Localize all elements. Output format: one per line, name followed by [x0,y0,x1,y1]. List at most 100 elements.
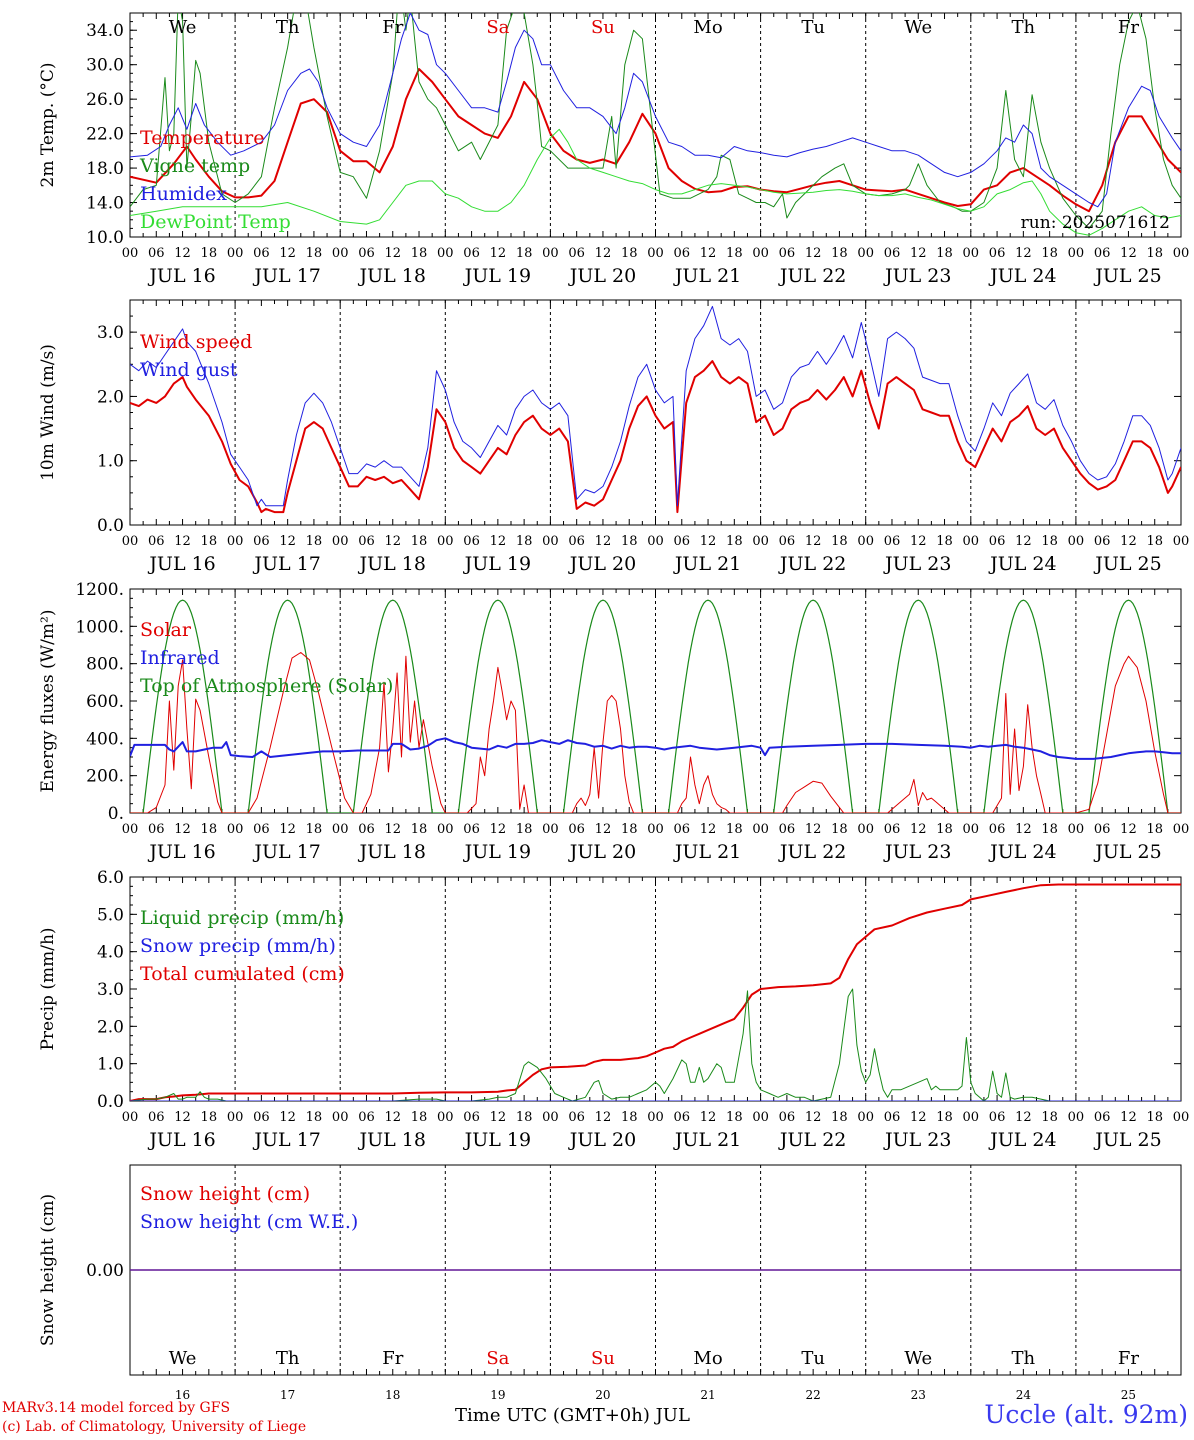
date-label: JUL 21 [673,265,741,287]
hour-tick-label: 00 [437,1110,454,1125]
weekday-label: Su [591,17,615,38]
hour-tick-label: 12 [490,534,507,549]
hour-tick-label: 12 [1015,822,1032,837]
day-number: 24 [1016,1388,1032,1402]
hour-tick-label: 00 [1173,246,1190,261]
hour-tick-label: 12 [910,822,927,837]
date-label: JUL 25 [1093,265,1161,287]
day-number: 18 [385,1388,400,1402]
date-label: JUL 18 [358,265,426,287]
y-tick-label: 600. [86,692,124,712]
hour-tick-label: 00 [752,246,769,261]
date-label: JUL 23 [883,841,951,863]
hour-tick-label: 06 [779,534,796,549]
hour-tick-label: 00 [332,822,349,837]
hour-tick-label: 06 [568,246,585,261]
y-tick-label: 800. [86,655,124,675]
hour-tick-label: 12 [700,534,717,549]
hour-tick-label: 12 [805,246,822,261]
hour-tick-label: 12 [490,822,507,837]
date-label: JUL 16 [147,265,215,287]
date-label: JUL 23 [883,1129,951,1151]
y-tick-label: 1.0 [97,1055,124,1075]
hour-tick-label: 00 [227,246,244,261]
legend-entry: DewPoint Temp [140,211,291,233]
series-line-total-cumulated-cm [130,883,1181,1101]
hour-tick-label: 00 [227,1110,244,1125]
series-group [130,305,1181,514]
hour-tick-label: 06 [358,1110,375,1125]
weekday-label: Tu [801,1348,825,1369]
legend-entry: Top of Atmosphere (Solar) [140,675,393,697]
legend-entry: Total cumulated (cm) [140,963,345,985]
hour-tick-label: 12 [384,534,401,549]
hour-tick-label: 06 [674,1110,691,1125]
hour-tick-label: 00 [437,246,454,261]
hour-tick-label: 18 [201,822,218,837]
weekday-label: We [904,1348,932,1369]
hour-tick-label: 06 [568,1110,585,1125]
series-group [130,599,1181,813]
weekday-label: Mo [693,1348,722,1369]
weekday-label: Th [276,17,300,38]
run-label: run: 2025071612 [1021,213,1170,233]
y-tick-label: 34.0 [86,21,124,41]
hour-tick-label: 18 [306,246,323,261]
hour-tick-label: 00 [227,822,244,837]
hour-tick-label: 00 [752,1110,769,1125]
hour-tick-label: 00 [963,534,980,549]
hour-tick-label: 18 [1146,534,1163,549]
hour-tick-label: 00 [542,246,559,261]
hour-tick-label: 12 [279,1110,296,1125]
credit-line-2: (c) Lab. of Climatology, University of L… [2,1419,307,1435]
hour-tick-label: 00 [122,1110,139,1125]
hour-tick-label: 18 [831,534,848,549]
y-tick-label: 18.0 [86,159,124,179]
y-tick-label: 22.0 [86,125,124,145]
hour-tick-label: 00 [963,1110,980,1125]
date-label: JUL 19 [463,265,531,287]
hour-tick-label: 06 [779,1110,796,1125]
y-tick-label: 0.0 [97,1092,124,1112]
series-line-wind-gust [130,305,1181,507]
hour-tick-label: 00 [963,246,980,261]
y-tick-label: 10.0 [86,228,124,248]
hour-tick-label: 06 [989,246,1006,261]
series-line-temperature [130,68,1181,213]
hour-tick-label: 18 [1041,1110,1058,1125]
hour-tick-label: 06 [989,1110,1006,1125]
date-label: JUL 21 [673,841,741,863]
hour-tick-label: 06 [884,1110,901,1125]
legend-entry: Snow precip (mm/h) [140,935,336,957]
hour-tick-label: 00 [857,1110,874,1125]
hour-tick-label: 00 [437,822,454,837]
series-line-toa-solar [130,599,1181,813]
day-number: 19 [490,1388,505,1402]
legend-entry: Liquid precip (mm/h) [140,907,344,929]
day-number: 21 [700,1388,715,1402]
legend-entry: Humidex [140,183,227,205]
hour-tick-label: 00 [963,822,980,837]
date-label: JUL 25 [1093,1129,1161,1151]
hour-tick-label: 18 [726,534,743,549]
hour-tick-label: 00 [647,246,664,261]
hour-tick-label: 18 [936,534,953,549]
hour-tick-label: 00 [857,822,874,837]
hour-tick-label: 18 [936,1110,953,1125]
hour-tick-label: 18 [411,1110,428,1125]
date-label: JUL 19 [463,841,531,863]
hour-tick-label: 18 [1146,822,1163,837]
hour-tick-label: 12 [595,246,612,261]
hour-tick-label: 06 [253,822,270,837]
date-label: JUL 22 [778,265,846,287]
date-label: JUL 24 [988,1129,1056,1151]
y-axis-title: 2m Temp. (°C) [38,62,58,187]
weekday-label: Fr [1118,17,1139,38]
y-tick-label: 6.0 [97,868,124,888]
weekday-label: Fr [1118,1348,1139,1369]
y-tick-label: 1200. [75,580,124,600]
weekday-label: Fr [382,17,403,38]
hour-tick-label: 06 [884,246,901,261]
hour-tick-label: 06 [568,534,585,549]
hour-tick-label: 18 [831,246,848,261]
